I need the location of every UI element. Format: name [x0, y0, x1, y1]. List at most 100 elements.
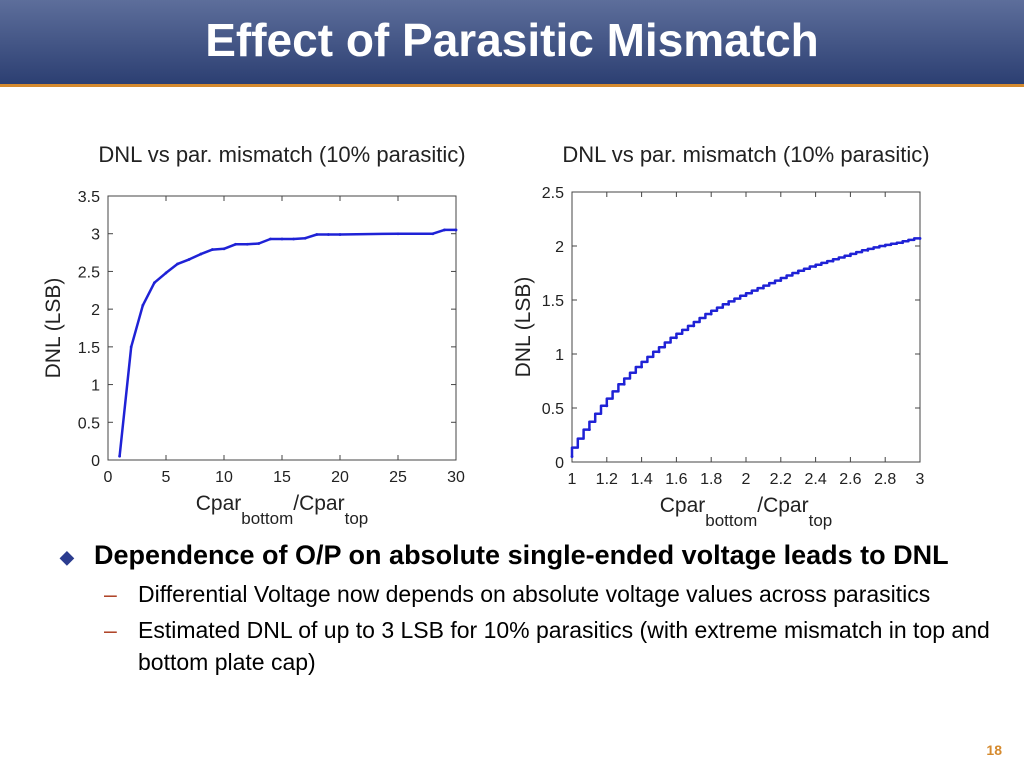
- y-tick-label: 2: [555, 239, 564, 256]
- data-point: [849, 254, 852, 258]
- data-point: [727, 302, 730, 306]
- data-point: [164, 271, 168, 275]
- data-point: [431, 232, 435, 236]
- data-point: [762, 286, 765, 290]
- x-tick-label: 2.2: [770, 471, 792, 488]
- y-tick-label: 0.5: [78, 415, 100, 432]
- y-tick-label: 1.5: [542, 293, 564, 310]
- x-tick-label: 10: [215, 469, 233, 486]
- data-point: [918, 237, 922, 240]
- series-line: [118, 228, 456, 457]
- data-point: [622, 382, 626, 386]
- data-point: [222, 247, 226, 251]
- data-point: [692, 324, 696, 328]
- data-point: [303, 236, 307, 240]
- data-point: [187, 257, 191, 261]
- sub-bullet-text: Differential Voltage now depends on abso…: [138, 581, 931, 607]
- data-point: [315, 233, 319, 236]
- data-point: [779, 279, 783, 282]
- slide-title: Effect of Parasitic Mismatch: [205, 14, 819, 66]
- data-point: [831, 259, 835, 263]
- data-point: [234, 242, 238, 246]
- y-tick-label: 0: [555, 455, 564, 472]
- x-tick-label: 1.6: [665, 471, 687, 488]
- dash-icon: –: [104, 617, 117, 643]
- x-tick-label: 2.8: [874, 471, 896, 488]
- bullet-text: Dependence of O/P on absolute single-end…: [94, 540, 949, 570]
- series-line: [570, 237, 920, 457]
- y-axis-label: DNL (LSB): [42, 278, 65, 379]
- dash-icon: –: [104, 581, 117, 607]
- data-point: [141, 303, 145, 307]
- data-point: [245, 242, 249, 246]
- plot-frame: [571, 191, 921, 463]
- bullet-list: ◆ Dependence of O/P on absolute single-e…: [60, 536, 1000, 678]
- y-tick-label: 1: [555, 347, 564, 364]
- data-point: [709, 312, 713, 316]
- title-bar: [0, 0, 1024, 87]
- data-point: [901, 241, 904, 245]
- data-point: [396, 232, 400, 236]
- bullet-item: ◆ Dependence of O/P on absolute single-e…: [60, 536, 1000, 574]
- x-tick-label: 1: [568, 471, 577, 488]
- data-point: [814, 265, 817, 268]
- data-point: [338, 233, 342, 236]
- data-point: [883, 244, 887, 248]
- data-point: [176, 262, 180, 266]
- data-point: [454, 228, 458, 232]
- data-point: [796, 271, 800, 275]
- data-point: [199, 252, 203, 256]
- sub-bullet-item: – Estimated DNL of up to 3 LSB for 10% p…: [60, 614, 1000, 678]
- y-tick-label: 2.5: [542, 185, 564, 202]
- sub-bullet-text: Estimated DNL of up to 3 LSB for 10% par…: [138, 617, 990, 675]
- sub-bullet-item: – Differential Voltage now depends on ab…: [60, 578, 1000, 610]
- data-point: [443, 228, 446, 232]
- x-tick-label: 25: [389, 469, 407, 486]
- data-point: [280, 237, 284, 241]
- x-tick-label: 3: [916, 471, 925, 488]
- chart-dnl-vs-mismatch-wide: DNL vs par. mismatch (10% parasitic)0 5 10…: [42, 142, 466, 528]
- x-tick-label: 1.4: [630, 471, 652, 488]
- data-point: [129, 345, 133, 349]
- x-tick-label: 2.4: [804, 471, 826, 488]
- y-tick-label: 2: [91, 302, 100, 319]
- data-point: [257, 242, 261, 245]
- x-tick-label: 1.2: [596, 471, 618, 488]
- x-tick-label: 0: [104, 469, 113, 486]
- x-tick-label: 15: [273, 469, 291, 486]
- data-point: [153, 281, 156, 285]
- data-point: [211, 248, 214, 251]
- x-axis-label: Cparbottom/Cpartop: [660, 494, 833, 530]
- y-tick-label: 3.5: [78, 189, 100, 206]
- y-tick-label: 1: [91, 378, 100, 395]
- data-point: [327, 233, 330, 236]
- chart-dnl-vs-mismatch-narrow: DNL vs par. mismatch (10% parasitic) 1 1.2…: [512, 142, 930, 530]
- plot-frame: [107, 195, 457, 461]
- y-tick-label: 3: [91, 227, 100, 244]
- y-axis-label: DNL (LSB): [512, 277, 535, 378]
- data-point: [866, 248, 870, 252]
- y-tick-label: 0: [91, 453, 100, 470]
- data-point: [640, 365, 643, 369]
- x-tick-label: 2.6: [839, 471, 861, 488]
- y-tick-label: 0.5: [542, 401, 564, 418]
- y-tick-label: 1.5: [78, 340, 100, 357]
- diamond-icon: ◆: [60, 547, 74, 567]
- y-tick-label: 2.5: [78, 264, 100, 281]
- data-point: [588, 428, 591, 431]
- x-tick-label: 30: [447, 469, 465, 486]
- x-tick-label: 20: [331, 469, 349, 486]
- x-axis-label: Cparbottom/Cpartop: [196, 492, 369, 528]
- page-number: 18: [986, 742, 1002, 758]
- data-point: [605, 404, 609, 408]
- data-point: [570, 455, 574, 458]
- data-point: [657, 350, 661, 354]
- data-point: [744, 294, 748, 298]
- data-point: [675, 336, 678, 340]
- chart-title: DNL vs par. mismatch (10% parasitic): [562, 142, 929, 167]
- data-point: [292, 237, 295, 241]
- data-point: [118, 454, 121, 458]
- x-tick-label: 2: [742, 471, 751, 488]
- x-tick-label: 5: [162, 469, 171, 486]
- chart-title: DNL vs par. mismatch (10% parasitic): [98, 142, 465, 167]
